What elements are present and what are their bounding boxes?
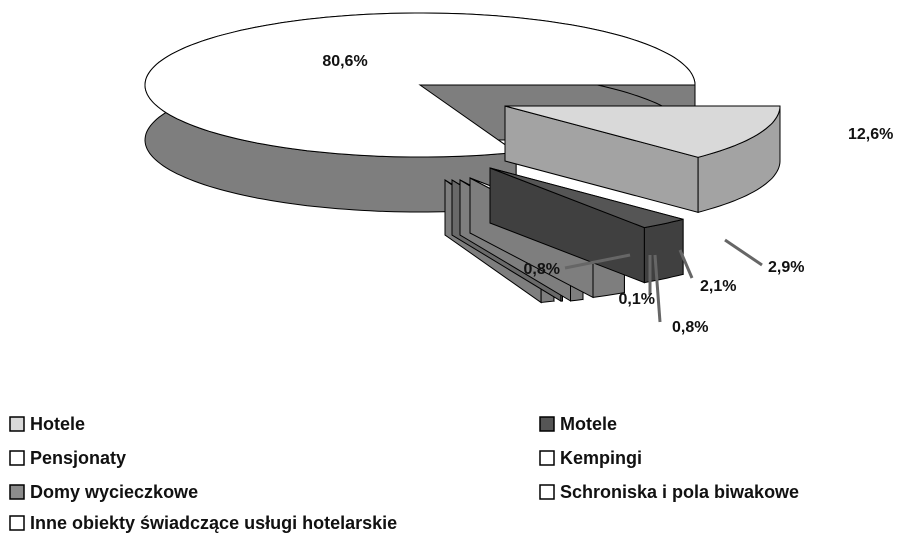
legend-label: Domy wycieczkowe [30,482,198,502]
legend-label: Pensjonaty [30,448,126,468]
leader-line [724,238,763,267]
legend-swatch [539,484,555,500]
leader-line [564,253,631,270]
legend-swatch [9,484,25,500]
legend-label: Motele [560,414,617,434]
leader-line [678,249,694,279]
legend-swatch [539,416,555,432]
legend-label: Schroniska i pola biwakowe [560,482,799,502]
legend-swatch [9,515,25,531]
slice [504,105,781,158]
data-label: 2,9% [768,259,804,276]
pie [144,12,781,304]
data-label: 80,6% [322,53,367,70]
legend-swatch [539,450,555,466]
legend-label: Kempingi [560,448,642,468]
legend-label: Inne obiekty świadczące usługi hotelarsk… [30,513,397,533]
data-label: 12,6% [848,126,893,143]
data-label: 0,8% [524,261,560,278]
data-label: 0,1% [619,291,655,308]
leader-line [653,254,662,323]
data-label: 2,1% [700,278,736,295]
legend-swatch [9,416,25,432]
legend-label: Hotele [30,414,85,434]
slice [144,12,696,158]
data-label: 0,8% [672,319,708,336]
legend-swatch [9,450,25,466]
slice [489,167,684,229]
